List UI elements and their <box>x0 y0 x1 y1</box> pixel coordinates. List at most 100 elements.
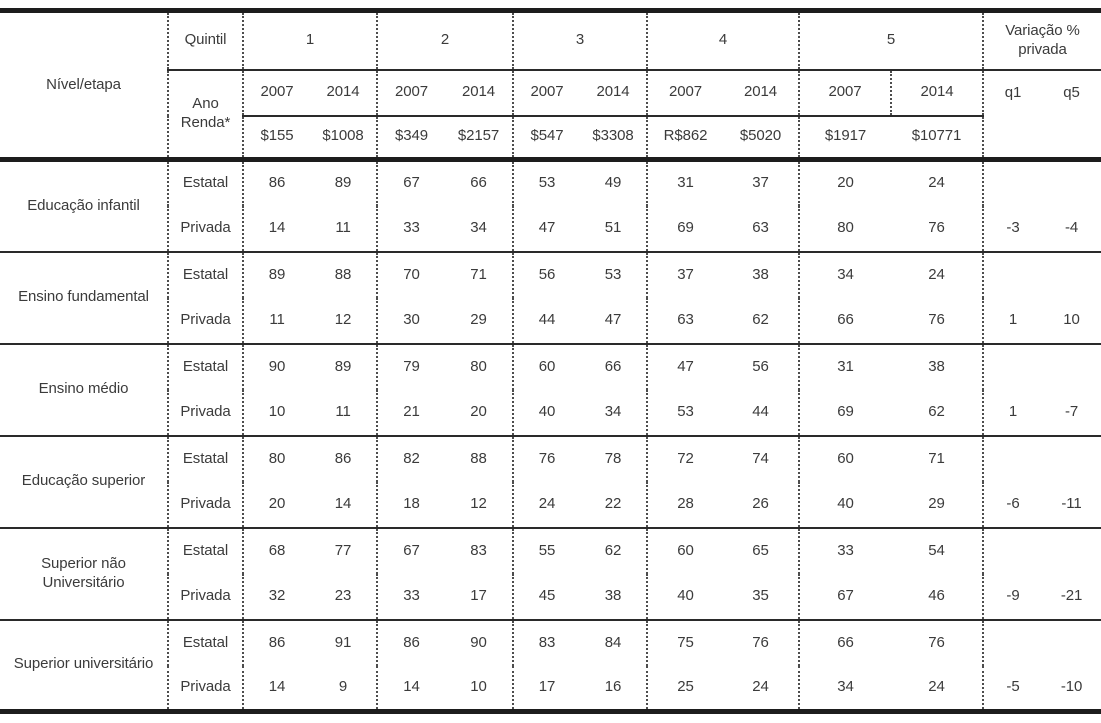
value-cell: 28 <box>646 481 723 529</box>
value-cell: 66 <box>798 619 891 666</box>
value-cell: 20 <box>798 159 891 206</box>
value-cell: 18 <box>376 481 445 529</box>
value-cell: 84 <box>604 633 622 651</box>
value-cell: 86 <box>376 619 445 666</box>
variacao-q5-value: -21 <box>1042 573 1101 621</box>
value-cell: 67 <box>376 527 445 574</box>
renda-value: $1008 <box>310 115 377 162</box>
value-cell: 11 <box>310 389 377 437</box>
value-cell: 70 <box>376 251 445 298</box>
value-cell: 23 <box>310 573 377 621</box>
variacao-q1-header: q1 <box>982 69 1042 162</box>
value-cell: 24 <box>928 265 945 283</box>
estatal-row: Superior não Universitário Estatal 68 77 67 8… <box>0 527 1101 621</box>
header-row-quintil: Nível/etapa Quintil 1 2 3 4 5 Variação %… <box>0 10 1101 162</box>
row-group-label: Educação superior <box>0 435 168 529</box>
row-group-label: Educação infantil <box>0 159 168 253</box>
year-header-2007: 2007 <box>798 69 891 117</box>
variacao-q1-value: 1 <box>982 297 1042 345</box>
sector-label-privada: Privada <box>167 481 243 529</box>
value-cell: 68 <box>242 527 310 574</box>
variacao-q1-value: -9 <box>982 573 1042 621</box>
value-cell: 45 <box>512 573 580 621</box>
variacao-q1-value: -3 <box>982 205 1042 253</box>
variacao-empty-cell <box>982 251 1042 298</box>
year-header-2014: 2014 <box>310 69 377 117</box>
variacao-q1-value: -6 <box>982 481 1042 529</box>
value-cell: 80 <box>798 205 891 253</box>
value-cell: 66 <box>798 297 891 345</box>
variacao-empty-cell <box>1042 436 1101 482</box>
privada-row: Privada 32 23 33 17 45 38 40 35 67 46 -9 -21 <box>0 573 1101 621</box>
value-cell: 83 <box>470 541 487 559</box>
value-cell: 89 <box>242 251 310 298</box>
value-cell: 29 <box>891 481 983 529</box>
value-cell: 10 <box>242 389 310 437</box>
value-cell: 60 <box>798 435 891 482</box>
renda-value: $1917 <box>798 115 891 162</box>
value-cell: 38 <box>752 265 769 283</box>
value-cell: 65 <box>752 541 769 559</box>
renda-value: R$862 <box>646 115 723 162</box>
value-cell: 88 <box>470 449 487 467</box>
value-cell: 62 <box>723 297 799 345</box>
renda-value: $547 <box>512 115 580 162</box>
year-header-2014: 2014 <box>890 69 983 117</box>
row-group-label: Superior não Universitário <box>0 527 168 621</box>
renda-value: $3308 <box>580 115 647 162</box>
value-cell: 14 <box>376 665 445 713</box>
estatal-row: Ensino fundamental Estatal 89 88 70 71 56 53 37 3… <box>0 251 1101 345</box>
value-cell: 46 <box>891 573 983 621</box>
sector-label-estatal: Estatal <box>167 527 243 574</box>
value-cell: 14 <box>310 481 377 529</box>
value-cell: 37 <box>752 174 769 192</box>
variacao-empty-cell <box>982 159 1042 206</box>
variacao-empty-cell <box>982 527 1042 574</box>
quintil-3-header: 3 <box>512 10 647 71</box>
variacao-empty-cell <box>982 619 1042 666</box>
value-cell: 21 <box>376 389 445 437</box>
renda-value: $349 <box>376 115 445 162</box>
value-cell: 34 <box>798 665 891 713</box>
sector-label-privada: Privada <box>167 389 243 437</box>
sector-label-estatal: Estatal <box>167 435 243 482</box>
privada-row: Privada 14 11 33 34 47 51 69 63 80 76 -3 -4 <box>0 205 1101 253</box>
value-cell: 51 <box>580 205 647 253</box>
value-cell: 78 <box>604 449 622 467</box>
row-group-label: Ensino médio <box>0 343 168 437</box>
value-cell: 47 <box>646 343 723 390</box>
value-cell: 40 <box>512 389 580 437</box>
value-cell: 53 <box>604 265 622 283</box>
sector-label-privada: Privada <box>167 205 243 253</box>
value-cell: 20 <box>242 481 310 529</box>
value-cell: 86 <box>334 449 352 467</box>
estatal-row: Educação infantil Estatal 86 89 67 66 53 49 31 37… <box>0 159 1101 253</box>
value-cell: 29 <box>445 297 513 345</box>
table-body: Educação infantil Estatal 86 89 67 66 53 49 31 37… <box>0 159 1101 713</box>
variacao-q5-value: -10 <box>1042 665 1101 713</box>
value-cell: 55 <box>512 527 580 574</box>
variacao-q5-value: -4 <box>1042 205 1101 253</box>
value-cell: 90 <box>242 343 310 390</box>
value-cell: 91 <box>334 633 352 651</box>
value-cell: 32 <box>242 573 310 621</box>
variacao-empty-cell <box>1042 528 1101 574</box>
value-cell: 82 <box>376 435 445 482</box>
value-cell: 67 <box>376 159 445 206</box>
variacao-empty-cell <box>1042 160 1101 206</box>
value-cell: 34 <box>798 251 891 298</box>
value-cell: 69 <box>798 389 891 437</box>
value-cell: 76 <box>891 297 983 345</box>
value-cell: 9 <box>310 665 377 713</box>
value-cell: 76 <box>891 205 983 253</box>
renda-value: $2157 <box>445 115 513 162</box>
variacao-q1-value: -5 <box>982 665 1042 713</box>
quintil-2-header: 2 <box>376 10 513 71</box>
value-cell: 90 <box>470 633 487 651</box>
value-cell: 79 <box>376 343 445 390</box>
data-table: Nível/etapa Quintil 1 2 3 4 5 Variação %… <box>0 8 1101 714</box>
value-cell: 38 <box>928 357 945 375</box>
year-header-2014: 2014 <box>580 69 647 117</box>
renda-value: $5020 <box>723 115 799 162</box>
